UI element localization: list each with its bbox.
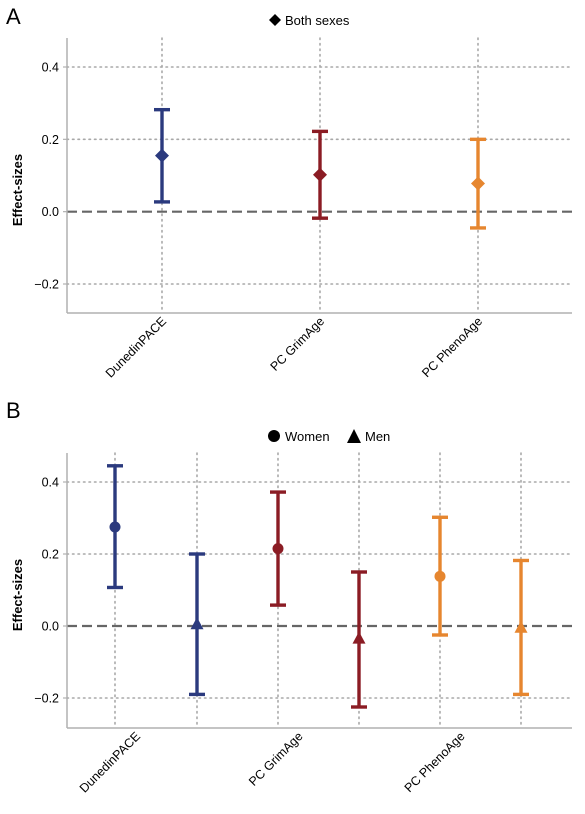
panel-a-plot: −0.2 0.0 0.2 0.4 DunedinPACE PC GrimAge PC Phe… [34, 37, 573, 380]
panel-a-ylabel: Effect-sizes [10, 154, 25, 226]
panel-b-men-pc-grimage-point [352, 631, 366, 644]
panel-b-category-label-pc-phenoage: PC PhenoAge [402, 729, 468, 795]
panel-a-legend-both-sexes: Both sexes [285, 13, 350, 28]
panel-b-ytick-label: 0.4 [42, 476, 59, 490]
panel-b-men-dunedinpace-point [190, 617, 204, 630]
panel-a-category-label-dunedinpace: DunedinPACE [103, 314, 169, 380]
panel-a-category-label-pc-grimage: PC GrimAge [268, 314, 328, 374]
panel-a-letter: A [6, 4, 21, 29]
panel-b-women-dunedinpace-point [109, 521, 121, 533]
panel-b-ytick-label: 0.0 [42, 620, 59, 634]
panel-b-category-label-pc-grimage: PC GrimAge [246, 729, 306, 789]
panel-b-ylabel: Effect-sizes [10, 559, 25, 631]
panel-b-legend-men: Men [365, 429, 390, 444]
panel-b-men-pc-phenoage-point [514, 620, 528, 633]
panel-a-ytick-label: 0.4 [42, 61, 59, 75]
panel-a-dunedinpace-point [155, 148, 169, 163]
panel-a-ytick-label: 0.2 [42, 133, 59, 147]
panel-a-pc-phenoage-point [471, 176, 485, 191]
panel-b-ytick-label: 0.2 [42, 548, 59, 562]
panel-b-ytick-label: −0.2 [34, 692, 59, 706]
panel-a-category-label-pc-phenoage: PC PhenoAge [419, 314, 485, 380]
panel-b-category-label-dunedinpace: DunedinPACE [77, 729, 143, 795]
panel-b-plot: −0.2 0.0 0.2 0.4 DunedinPACE PC GrimAge PC Phe… [34, 452, 573, 795]
panel-b-legend-women: Women [285, 429, 330, 444]
panel-b-women-pc-phenoage-point [434, 570, 446, 582]
panel-a-ytick-label: −0.2 [34, 278, 59, 292]
panel-b-legend-triangle-icon [347, 429, 361, 443]
panel-b-letter: B [6, 398, 21, 423]
panel-a-pc-grimage-point [313, 167, 327, 182]
panel-a-legend-diamond-icon [269, 14, 281, 26]
panel-b-legend-circle-icon [268, 430, 280, 442]
panel-b-women-pc-grimage-point [272, 543, 284, 555]
panel-a-ytick-label: 0.0 [42, 205, 59, 219]
